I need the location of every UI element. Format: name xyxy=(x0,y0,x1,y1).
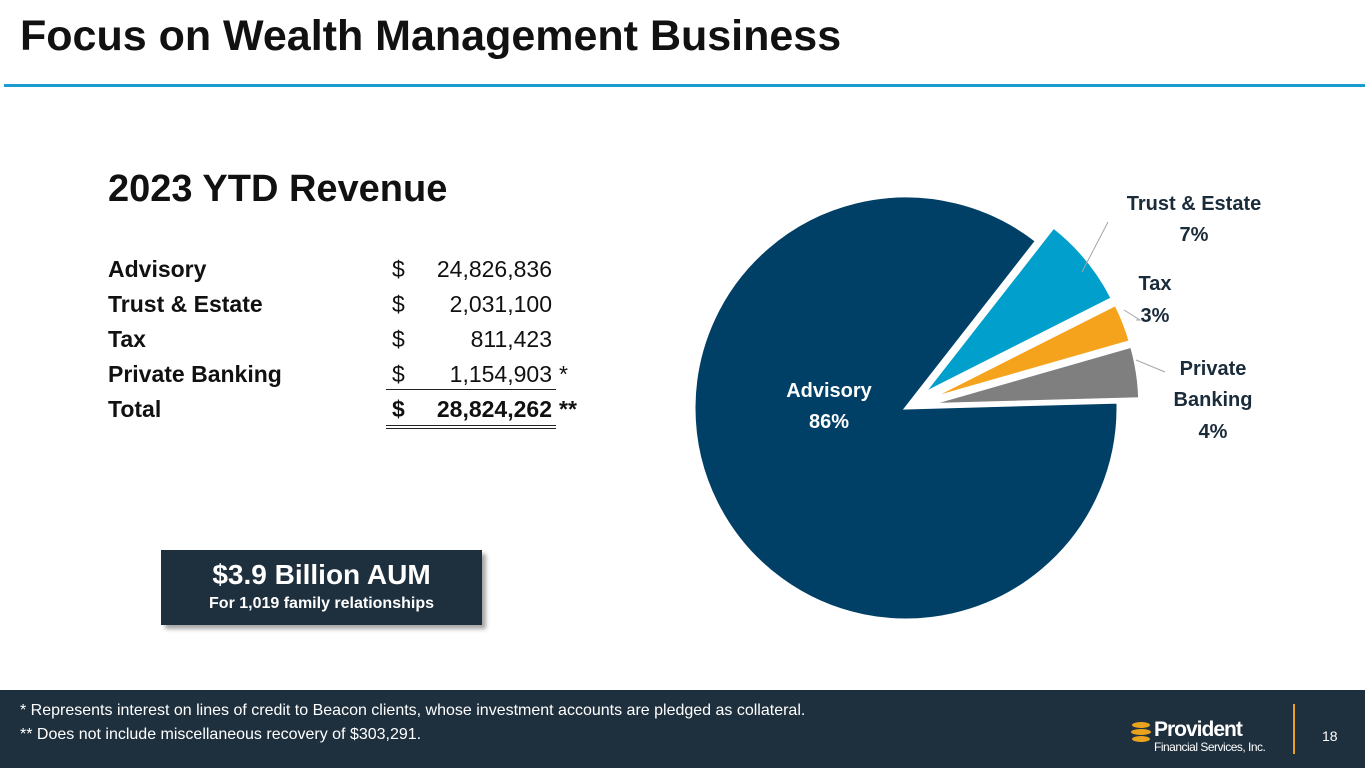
revenue-amount: 2,031,100 xyxy=(449,291,552,317)
pie-leader-line xyxy=(1135,359,1166,373)
page-title: Focus on Wealth Management Business xyxy=(20,12,842,60)
pie-slice-advisory xyxy=(692,194,1120,622)
revenue-amount: 28,824,262 xyxy=(436,396,552,422)
footer-bar: * Represents interest on lines of credit… xyxy=(0,690,1365,768)
aum-subtitle: For 1,019 family relationships xyxy=(209,595,434,612)
currency-symbol: $ xyxy=(392,256,405,282)
currency-symbol: $ xyxy=(392,291,405,317)
revenue-label: Private Banking xyxy=(108,361,282,387)
revenue-row-trust-estate: Trust & Estate $ 2,031,100 xyxy=(108,287,608,322)
pie-leader-line xyxy=(1123,309,1142,321)
total-double-rule-top xyxy=(386,425,556,426)
logo-divider xyxy=(1293,704,1295,754)
aum-callout: $3.9 Billion AUM For 1,019 family relati… xyxy=(161,550,482,625)
currency-symbol: $ xyxy=(392,396,405,422)
page-number: 18 xyxy=(1322,728,1338,744)
pie-labels: Advisory 86% Trust & Estate 7% Tax 3% Private B… xyxy=(786,193,1261,443)
revenue-row-total: Total $ 28,824,262 ** xyxy=(108,392,608,427)
footnote-marker: * xyxy=(559,361,568,387)
footnote-2: ** Does not include miscellaneous recove… xyxy=(20,726,422,743)
revenue-heading: 2023 YTD Revenue xyxy=(108,168,448,210)
provident-mark-icon xyxy=(1131,722,1151,742)
revenue-amount: 24,826,836 xyxy=(436,256,552,282)
revenue-table: Advisory $ 24,826,836 Trust & Estate $ 2… xyxy=(108,252,608,427)
pie-label-private-banking: Private xyxy=(1180,358,1247,380)
revenue-amount: 811,423 xyxy=(470,326,552,352)
revenue-row-advisory: Advisory $ 24,826,836 xyxy=(108,252,608,287)
pie-slice-trust-estate xyxy=(921,224,1115,396)
subtotal-rule xyxy=(386,389,556,390)
pie-slices xyxy=(692,194,1142,622)
revenue-row-tax: Tax $ 811,423 xyxy=(108,322,608,357)
pie-slice-tax xyxy=(925,302,1133,402)
pie-slice-private-banking xyxy=(927,344,1142,407)
revenue-label: Trust & Estate xyxy=(108,291,263,317)
pie-label-private-banking: 4% xyxy=(1199,421,1228,443)
revenue-row-private-banking: Private Banking $ 1,154,903 * xyxy=(108,357,608,392)
pie-label-tax: 3% xyxy=(1141,305,1170,327)
pie-label-trust-estate: Trust & Estate xyxy=(1127,193,1261,215)
pie-label-trust-estate: 7% xyxy=(1180,224,1209,246)
currency-symbol: $ xyxy=(392,326,405,352)
footnote-marker: ** xyxy=(559,396,577,422)
logo-name: Provident xyxy=(1154,718,1243,741)
logo-subtitle: Financial Services, Inc. xyxy=(1154,740,1266,754)
pie-leader-lines xyxy=(1081,221,1166,373)
pie-label-private-banking: Banking xyxy=(1174,389,1253,411)
pie-label-advisory: Advisory xyxy=(786,380,872,402)
pie-leader-line xyxy=(1081,221,1109,273)
pie-label-advisory: 86% xyxy=(809,411,849,433)
revenue-label: Tax xyxy=(108,326,146,352)
pie-label-tax: Tax xyxy=(1139,273,1172,295)
provident-logo: Provident Financial Services, Inc. xyxy=(1130,718,1280,758)
currency-symbol: $ xyxy=(392,361,405,387)
revenue-label: Total xyxy=(108,396,162,422)
title-divider xyxy=(4,84,1365,87)
total-double-rule-bottom xyxy=(386,428,556,429)
revenue-label: Advisory xyxy=(108,256,207,282)
revenue-amount: 1,154,903 xyxy=(449,361,552,387)
aum-amount: $3.9 Billion AUM xyxy=(212,559,431,590)
revenue-pie-chart: Advisory 86% Trust & Estate 7% Tax 3% Private B… xyxy=(692,193,1261,622)
footnote-1: * Represents interest on lines of credit… xyxy=(20,702,806,719)
